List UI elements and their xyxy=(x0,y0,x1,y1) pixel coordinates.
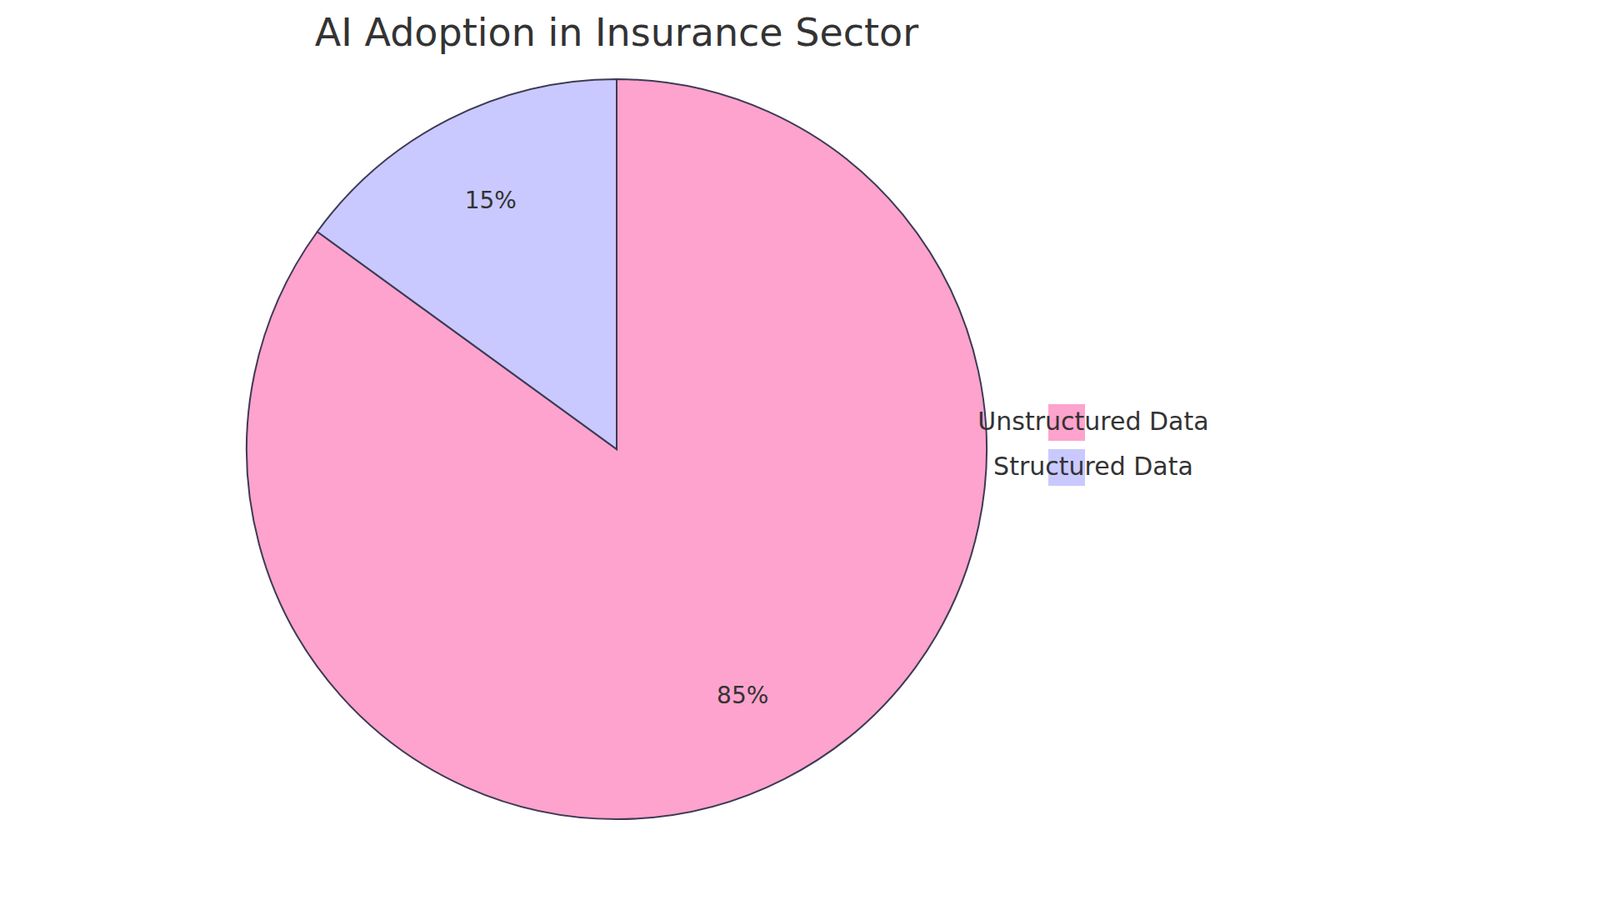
svg-text:85%: 85% xyxy=(716,681,769,710)
html-text:AI Adoption in Insurance Secto: AI Adoption in Insurance Sector xyxy=(314,10,919,55)
svg-text:15%: 15% xyxy=(465,186,517,215)
svg-text:Unstructured Data: Unstructured Data xyxy=(977,406,1209,436)
svg-text:Structured Data: Structured Data xyxy=(993,451,1194,481)
